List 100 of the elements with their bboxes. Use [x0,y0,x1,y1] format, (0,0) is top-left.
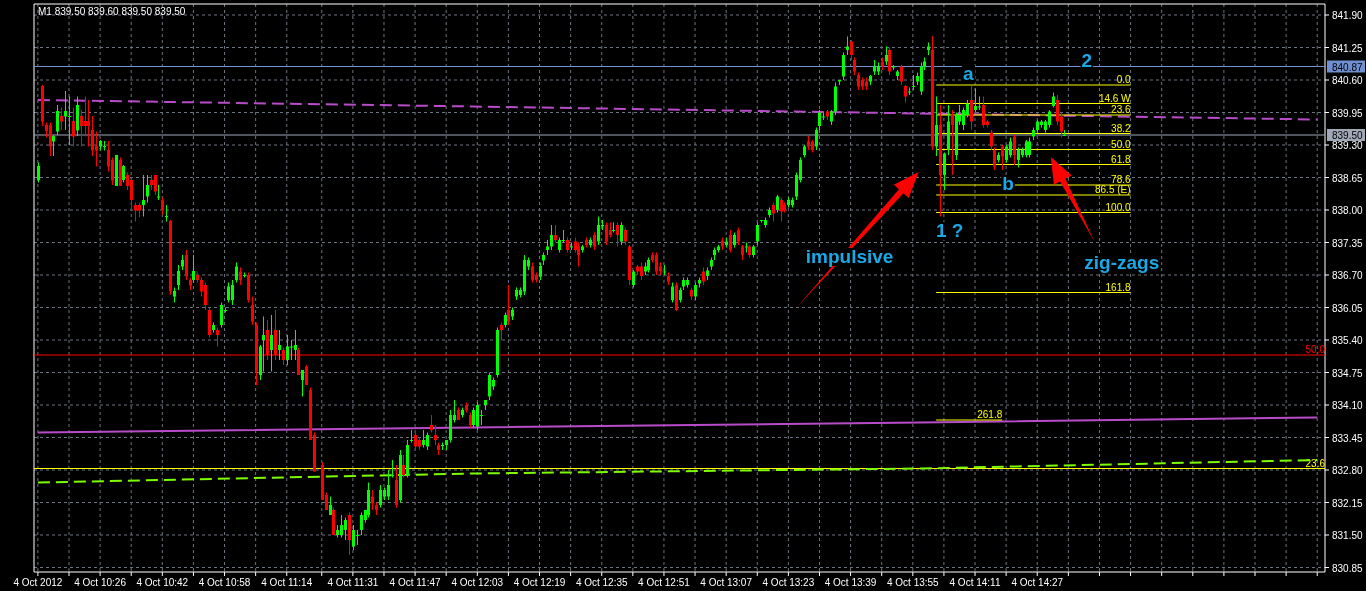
candlestick [294,329,297,361]
candlestick [251,296,254,326]
candlestick [605,222,608,246]
candlestick [134,202,137,222]
candlestick [387,469,390,501]
candlestick [95,131,98,167]
x-tick-label: 4 Oct 12:19 [513,577,566,588]
x-tick-label: 4 Oct 12:35 [575,577,629,588]
candlestick [434,424,437,446]
candlestick [286,334,289,366]
candlestick [87,99,90,147]
x-tick-label: 4 Oct 10:58 [198,577,251,588]
series-label: 86.5 (E) [1094,184,1131,195]
candlestick [290,339,293,361]
candlestick [900,64,903,86]
candlestick [655,252,658,276]
candlestick [391,459,394,478]
candlestick [356,529,359,546]
x-tick-label: 4 Oct 2012 [13,577,63,588]
candlestick [1001,144,1004,171]
annotation: impulsive [805,246,894,267]
y-tick-label: 831.50 [1332,530,1364,541]
candlestick [951,109,954,176]
candlestick [550,224,553,251]
series-label: 38.2 [1111,122,1131,134]
line-series [36,416,1319,434]
candlestick [480,409,483,426]
candlestick [270,314,273,372]
annotation: 1 ? [936,220,964,241]
series-label: 14.6 W [1098,92,1132,104]
candlestick [612,222,615,233]
y-tick-label: 840.60 [1332,75,1364,86]
candlestick [888,47,891,76]
series-label: 261.8 [977,409,1003,420]
candlestick [982,96,985,128]
candlestick [49,122,52,157]
candlestick [278,329,281,361]
x-tick-label: 4 Oct 13:39 [824,577,877,588]
candlestick [1013,134,1016,166]
candlestick [56,104,59,136]
candlestick [1063,129,1066,136]
candlestick [204,282,207,311]
candlestick [216,327,219,347]
y-tick-label: 837.35 [1332,237,1364,249]
candlestick [165,204,168,222]
candlestick [815,127,818,151]
candlestick [60,107,63,131]
candlestick [37,162,40,183]
candlestick [146,174,149,203]
x-tick-label: 4 Oct 13:55 [886,577,940,588]
y-tick-label: 834.75 [1332,367,1364,379]
candlestick [177,264,180,291]
candlestick [72,107,75,147]
y-tick-label: 839.95 [1332,107,1364,119]
candlestick [80,109,83,147]
y-tick-label: 839.30 [1332,140,1364,151]
candlestick [154,174,157,196]
candlestick [262,316,265,372]
y-tick-label: 833.45 [1332,432,1364,444]
candlestick [340,514,343,538]
x-tick-label: 4 Oct 12:03 [451,577,504,588]
chart-title: M1 839.50 839.60 839.50 839.50 [38,6,186,17]
candlestick [231,279,234,306]
x-tick-label: 4 Oct 13:23 [762,577,815,588]
candlestick [344,517,347,541]
y-tick-label: 836.70 [1332,270,1364,281]
candlestick [130,177,133,211]
candlestick [235,262,238,283]
ref-line-label: 839.50 [1332,130,1364,141]
y-tick-label: 838.00 [1332,205,1364,216]
series-label: 23.6 [1111,104,1131,115]
candlestick [577,242,580,267]
x-tick-label: 4 Oct 12:51 [638,577,691,588]
candlestick [488,372,491,401]
annotation: b [1002,173,1014,194]
candlestick [993,147,996,171]
annotation: 2 [1081,50,1093,71]
series-label: 100.0 [1105,201,1131,213]
candlestick [157,184,160,201]
candlestick [410,429,413,443]
x-tick-label: 4 Oct 14:27 [1011,577,1064,588]
candlestick [671,282,674,303]
candlestick [663,264,666,276]
candlestick [227,282,230,303]
series-label: 78.6 [1111,174,1131,185]
candlestick [597,216,600,246]
series-label: 23.6 [1305,457,1326,469]
candlestick [220,302,223,328]
series-label: 61.8 [1111,153,1131,165]
candlestick [531,262,534,283]
candlestick [371,489,374,511]
candlestick [772,202,775,222]
candlestick [84,96,87,137]
candlestick [402,454,405,478]
y-tick-label: 836.05 [1332,302,1364,314]
x-tick-label: 4 Oct 11:47 [389,577,441,588]
candlestick [616,222,619,247]
candlestick [142,174,145,217]
candlestick [912,74,915,91]
y-tick-label: 832.15 [1332,497,1364,509]
